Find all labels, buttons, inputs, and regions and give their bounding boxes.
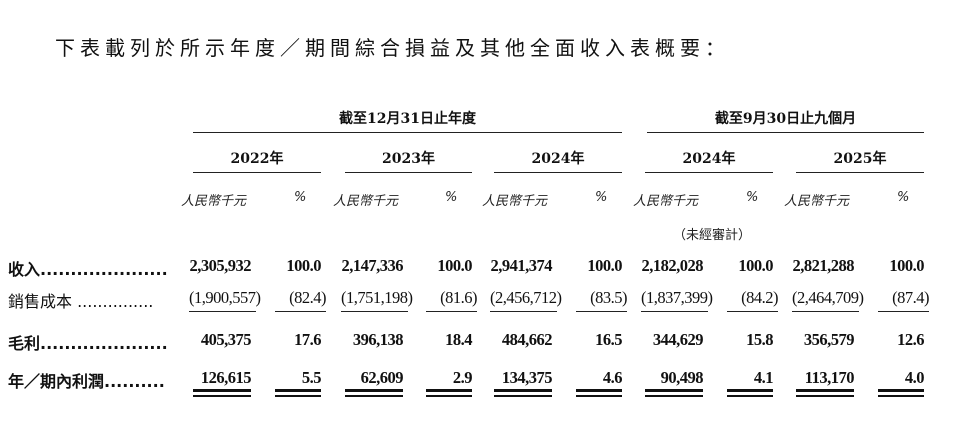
divider (645, 172, 773, 173)
double-underline (494, 389, 552, 392)
section-title: 下表載列於所示年度／期間綜合損益及其他全面收入表概要： (55, 36, 730, 60)
double-underline (727, 395, 773, 397)
group-header-nine-months: 截至9月30日止九個月 (714, 111, 857, 127)
double-underline (275, 395, 321, 397)
value-amount: (1,837,399) (641, 288, 713, 312)
value-percent: 4.0 (904, 368, 925, 387)
value-amount: 484,662 (501, 330, 553, 349)
double-underline (576, 395, 622, 397)
percent-label: % (897, 190, 910, 205)
double-underline (193, 395, 251, 397)
value-percent: 100.0 (738, 256, 773, 275)
row-label: 毛利..................... (8, 334, 168, 353)
value-percent: 100.0 (587, 256, 622, 275)
value-percent: (87.4) (878, 288, 930, 312)
divider (796, 172, 924, 173)
period-year: 2025年 (833, 151, 887, 167)
value-amount: 2,147,336 (341, 256, 404, 275)
double-underline (645, 395, 703, 397)
row-label: 年／期內利潤.......... (8, 372, 165, 391)
value-amount: 134,375 (501, 368, 553, 387)
divider (647, 132, 924, 133)
double-underline (878, 389, 924, 392)
double-underline (426, 395, 472, 397)
double-underline (796, 389, 854, 392)
unit-label: 人民幣千元 (784, 194, 850, 209)
divider (494, 172, 622, 173)
value-percent: (84.2) (727, 288, 779, 312)
value-percent: 12.6 (897, 330, 924, 349)
row-label: 收入..................... (8, 260, 168, 279)
value-percent: 17.6 (294, 330, 321, 349)
value-percent: 16.5 (595, 330, 622, 349)
divider (345, 172, 472, 173)
value-amount: 2,821,288 (792, 256, 855, 275)
value-amount: (2,464,709) (792, 288, 864, 312)
value-amount: 405,375 (200, 330, 252, 349)
value-percent: 15.8 (746, 330, 773, 349)
period-year: 2022年 (230, 151, 284, 167)
value-percent: (81.6) (426, 288, 478, 312)
double-underline (576, 389, 622, 392)
double-underline (727, 389, 773, 392)
value-amount: 2,182,028 (641, 256, 704, 275)
unit-label: 人民幣千元 (633, 194, 699, 209)
value-percent: (83.5) (576, 288, 628, 312)
unit-label: 人民幣千元 (181, 194, 247, 209)
value-percent: 100.0 (286, 256, 321, 275)
value-percent: 100.0 (437, 256, 472, 275)
group-header-annual: 截至12月31日止年度 (339, 111, 476, 127)
divider (193, 172, 321, 173)
percent-label: % (445, 190, 458, 205)
value-percent: 18.4 (445, 330, 472, 349)
value-amount: 2,941,374 (490, 256, 553, 275)
row-label: 銷售成本 ............... (8, 292, 154, 311)
percent-label: % (746, 190, 759, 205)
period-year: 2024年 (682, 151, 736, 167)
double-underline (193, 389, 251, 392)
double-underline (345, 389, 403, 392)
double-underline (345, 395, 403, 397)
value-percent: 100.0 (889, 256, 924, 275)
value-amount: (1,900,557) (189, 288, 261, 312)
value-amount: 90,498 (660, 368, 704, 387)
double-underline (645, 389, 703, 392)
value-percent: 4.6 (602, 368, 623, 387)
double-underline (878, 395, 924, 397)
double-underline (426, 389, 472, 392)
double-underline (796, 395, 854, 397)
unit-label: 人民幣千元 (482, 194, 548, 209)
percent-label: % (595, 190, 608, 205)
value-percent: 4.1 (753, 368, 774, 387)
unit-label: 人民幣千元 (333, 194, 399, 209)
value-amount: (2,456,712) (490, 288, 562, 312)
value-amount: 2,305,932 (189, 256, 252, 275)
value-percent: 2.9 (452, 368, 473, 387)
value-amount: 344,629 (652, 330, 704, 349)
period-year: 2023年 (382, 151, 435, 167)
value-amount: 356,579 (803, 330, 855, 349)
value-amount: 62,609 (360, 368, 404, 387)
value-amount: 396,138 (352, 330, 404, 349)
value-percent: (82.4) (275, 288, 327, 312)
period-year: 2024年 (531, 151, 585, 167)
double-underline (275, 389, 321, 392)
value-amount: 113,170 (804, 368, 855, 387)
unaudited-note: （未經審計） (673, 228, 752, 243)
percent-label: % (294, 190, 307, 205)
value-percent: 5.5 (301, 368, 322, 387)
value-amount: 126,615 (200, 368, 252, 387)
double-underline (494, 395, 552, 397)
divider (193, 132, 622, 133)
value-amount: (1,751,198) (341, 288, 413, 312)
